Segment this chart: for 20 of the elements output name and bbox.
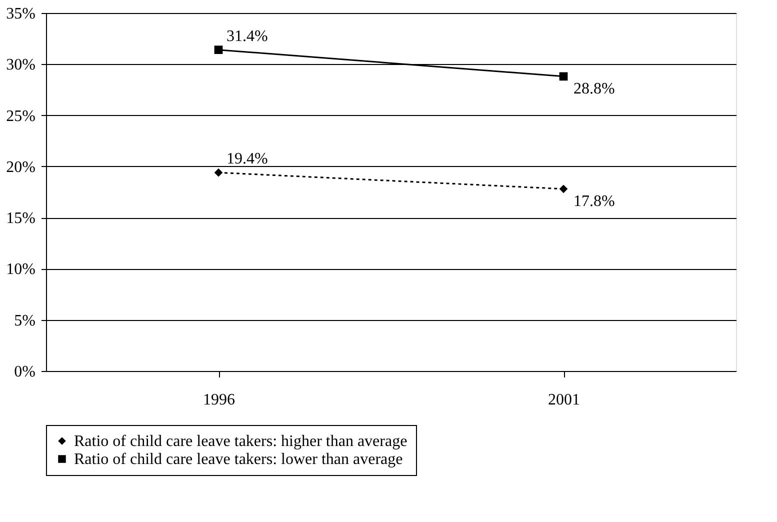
data-label: 31.4% (226, 28, 268, 45)
y-tick-label: 15% (6, 210, 36, 228)
point (214, 46, 223, 54)
data-label: 17.8% (574, 192, 615, 210)
y-tick-label: 20% (6, 158, 36, 176)
y-tick-label: 30% (6, 56, 36, 74)
y-tick-label: 0% (14, 364, 36, 380)
legend-label: Ratio of child care leave takers: lower than average (74, 451, 403, 468)
x-tick-label: 1996 (203, 392, 235, 408)
y-tick-label: 25% (6, 108, 36, 125)
y-tick-label: 5% (14, 312, 36, 330)
data-label: 19.4% (226, 150, 268, 168)
legend-label: Ratio of child care leave takers: higher than average (74, 433, 408, 450)
data-label: 28.8% (574, 80, 615, 98)
x-tick-label: 2001 (548, 392, 580, 408)
point (559, 72, 568, 81)
point (214, 168, 223, 177)
y-tick-label: 10% (6, 261, 36, 278)
point (559, 184, 568, 194)
y-tick-label: 35% (6, 6, 36, 22)
